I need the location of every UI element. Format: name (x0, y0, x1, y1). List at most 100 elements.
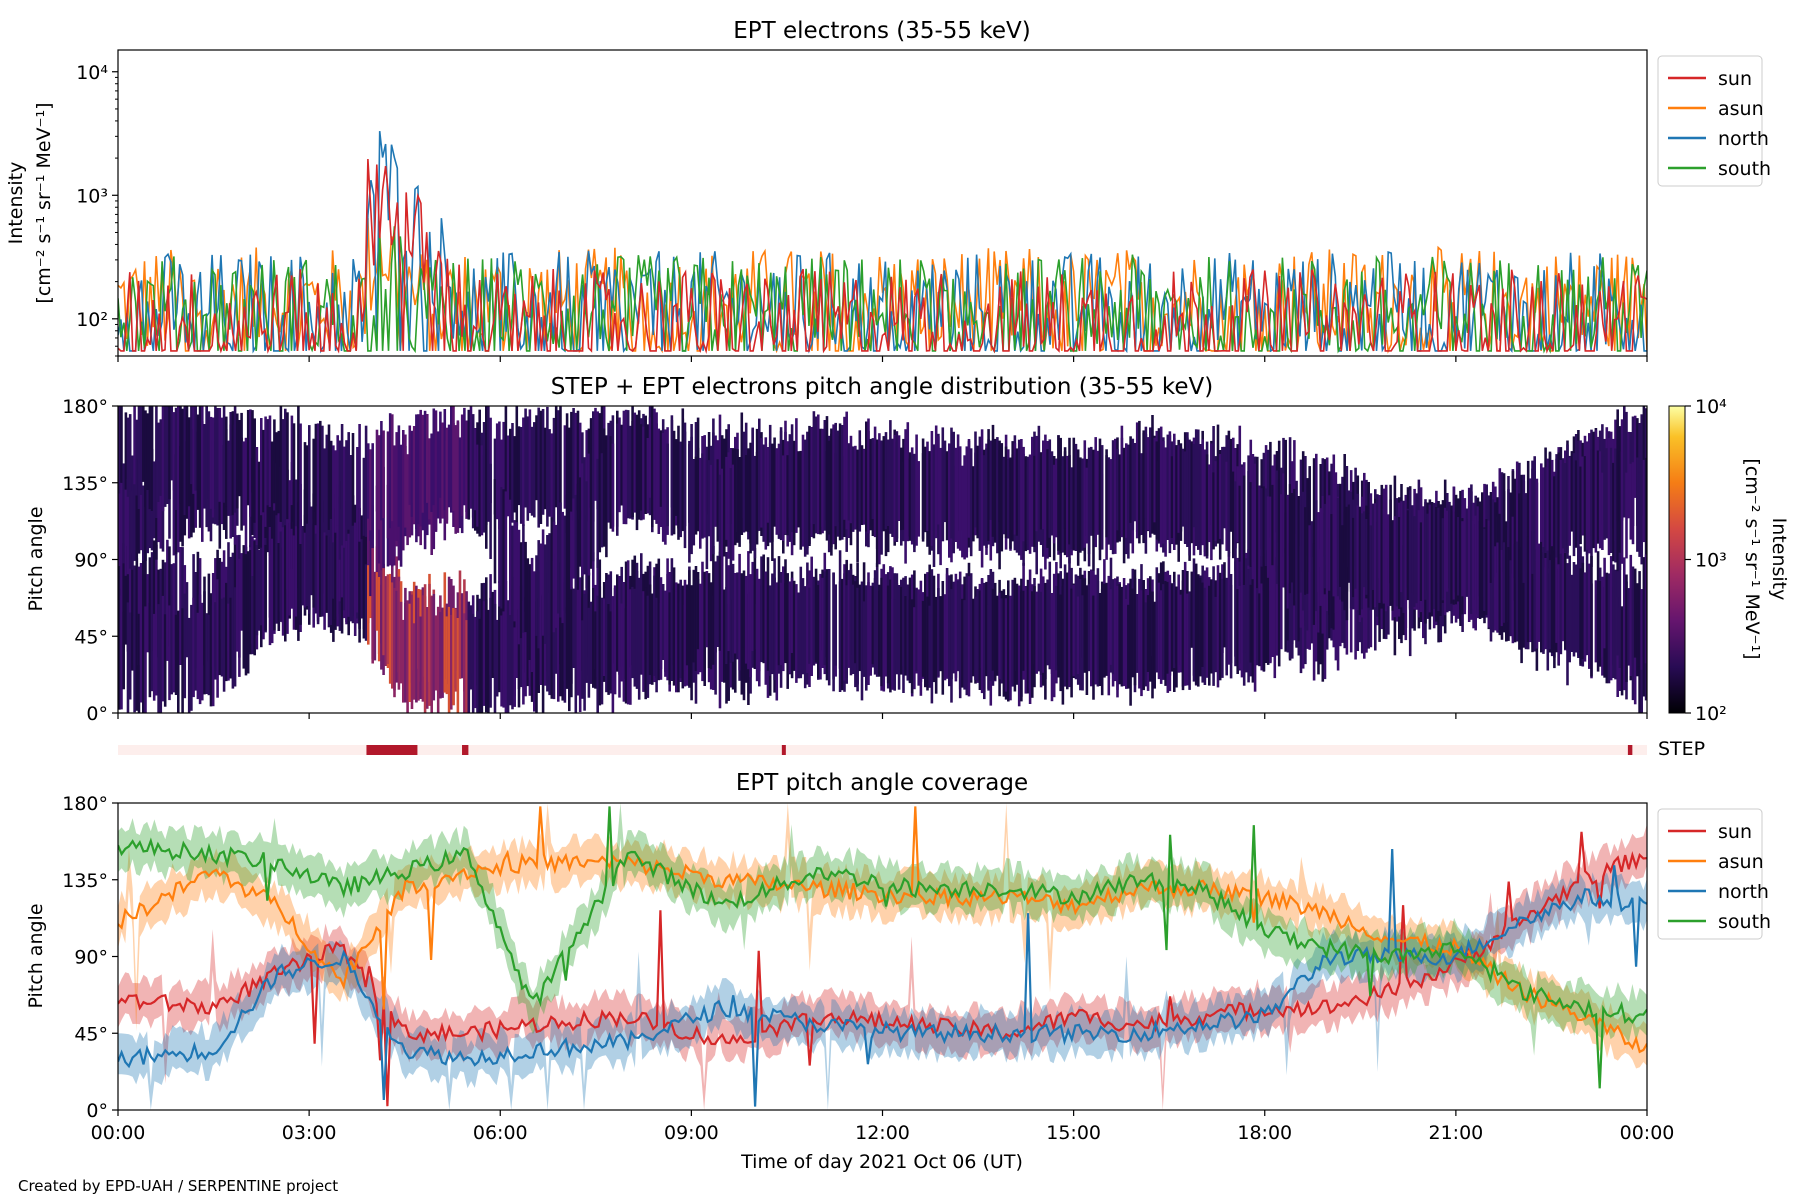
pad-cell (699, 457, 702, 549)
pad-cell (1319, 508, 1322, 601)
pad-cell (764, 578, 768, 659)
pad-cell (570, 411, 573, 513)
pad-cell (563, 582, 567, 703)
pad-cell (679, 579, 682, 679)
pad-cell (1367, 513, 1370, 608)
pad-cell (974, 596, 977, 681)
pad-cell (1356, 572, 1360, 651)
pad-cell (161, 595, 165, 702)
pad-cell (351, 433, 355, 526)
pad-cell (1557, 452, 1560, 566)
pad-cell (1592, 450, 1595, 549)
pad-cell (142, 406, 145, 482)
pad-cell (133, 615, 136, 713)
pad-cell (170, 406, 173, 481)
pad-cell (841, 435, 844, 532)
pad-cell (1404, 516, 1408, 598)
pad-x-ticks (117, 713, 1648, 719)
pad-cell (1052, 464, 1056, 544)
pad-cell (779, 427, 783, 541)
pad-cell (672, 567, 676, 686)
pad-cell (1223, 562, 1226, 648)
pad-cell (777, 443, 781, 535)
pad-cell (963, 600, 966, 690)
pad-cell (795, 418, 798, 533)
pad-cell (705, 571, 709, 648)
pad-cell (297, 520, 300, 641)
pad-cell (893, 435, 896, 542)
pad-cell (275, 463, 278, 573)
pad-cell (203, 591, 206, 695)
pad-cell (681, 585, 685, 689)
pad-cell (1227, 551, 1231, 665)
pad-cell (1146, 437, 1150, 531)
pad-cell (506, 435, 510, 517)
pad-cell (592, 445, 595, 562)
pad-cell (915, 434, 918, 546)
pad-cell (572, 498, 575, 579)
pad-cell (517, 426, 521, 506)
step-strip (118, 745, 1647, 755)
pad-cell (1310, 521, 1314, 644)
pad-cell (1197, 429, 1200, 550)
pad-cell (904, 429, 907, 541)
pad-cell (1079, 457, 1082, 553)
pad-cell (1349, 491, 1353, 609)
pad-cell (412, 426, 416, 504)
pad-cell (557, 410, 560, 531)
pad-cell (554, 406, 558, 508)
pad-cell (1094, 574, 1097, 685)
pad-cell (493, 479, 497, 584)
pad-cell (253, 541, 256, 656)
pad-cell (1271, 548, 1274, 657)
pad-cell (1256, 486, 1259, 589)
colorbar-tick-label: 10² (1695, 703, 1727, 725)
pad-cell (1127, 604, 1130, 689)
pad-cell (128, 612, 132, 700)
pad-cell (417, 414, 420, 525)
pad-cell (701, 453, 704, 539)
coverage-x-ticks: 00:00 03:00 06:00 09:00 12:00 15:00 18:00 21:00… (91, 1110, 1674, 1144)
pad-cell (1050, 451, 1054, 536)
pad-cell (152, 613, 156, 701)
pad-cell (664, 430, 667, 545)
pad-cell (1098, 593, 1102, 686)
pad-cell (460, 593, 464, 679)
pad-cell (755, 568, 759, 650)
pad-cell (790, 424, 794, 533)
pad-cell (1620, 451, 1624, 564)
pad-cell (1533, 532, 1536, 652)
pad-cell (126, 545, 130, 652)
pad-cell (146, 574, 149, 653)
pad-cell (797, 451, 800, 528)
pad-cell (487, 406, 490, 522)
pad-cell (1363, 548, 1366, 659)
pad-cell (1301, 491, 1305, 611)
pad-cell (642, 591, 645, 692)
pad-cell (851, 449, 855, 532)
pad-cell (1609, 447, 1613, 553)
pad-cell (1214, 596, 1218, 673)
pad-cell (1577, 545, 1580, 656)
ytick-label: 90° (74, 550, 108, 572)
pad-cell (364, 564, 368, 641)
pad-cell (1240, 467, 1244, 572)
pad-cell (1179, 447, 1183, 541)
pad-cell (535, 415, 538, 501)
intensity-ylabel: Intensity (5, 162, 27, 245)
pad-cell (1529, 538, 1532, 636)
pad-cell (764, 443, 768, 544)
pad-cell (172, 412, 176, 491)
pad-cell (1360, 513, 1364, 610)
pad-cell (262, 429, 265, 513)
pad-cell (1155, 441, 1159, 540)
pad-cell (1330, 463, 1333, 558)
step-interval-mark (1627, 745, 1633, 755)
intensity-title: EPT electrons (35-55 keV) (733, 18, 1030, 44)
pad-cell (755, 451, 759, 545)
pad-cell (1120, 425, 1124, 531)
pad-cell (1625, 411, 1628, 516)
pad-cell (972, 466, 975, 542)
pad-cell (1352, 517, 1355, 598)
legend-label-asun: asun (1718, 851, 1764, 873)
